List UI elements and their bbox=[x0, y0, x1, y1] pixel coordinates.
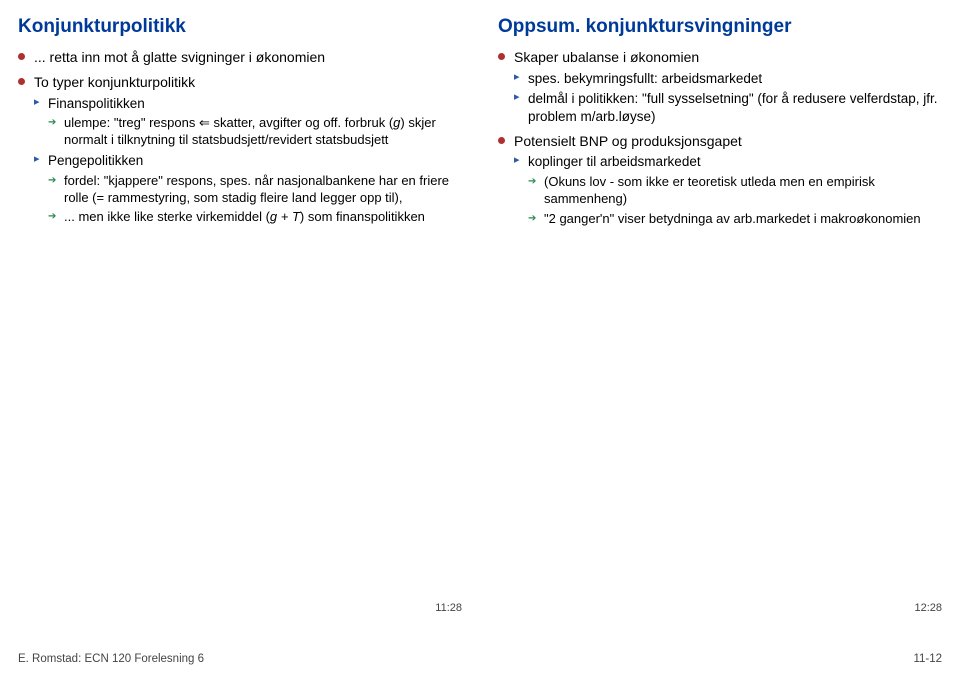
right-b2a: koplinger til arbeidsmarkedet (Okuns lov… bbox=[514, 153, 942, 227]
right-title: Oppsum. konjunktursvingninger bbox=[498, 16, 942, 38]
slide-right: Oppsum. konjunktursvingninger Skaper uba… bbox=[480, 0, 960, 620]
left-finans-ulempe: ulempe: "treg" respons ⇐ skatter, avgift… bbox=[48, 115, 462, 149]
left-finans-label: Finanspolitikken bbox=[48, 96, 145, 111]
penge-men: ... men ikke like sterke virkemiddel (g … bbox=[48, 209, 462, 226]
right-b2a-sub: (Okuns lov - som ikke er teoretisk utled… bbox=[528, 174, 942, 228]
right-b2a1: (Okuns lov - som ikke er teoretisk utled… bbox=[528, 174, 942, 208]
slide-container: Konjunkturpolitikk ... retta inn mot å g… bbox=[0, 0, 960, 620]
page-footer: E. Romstad: ECN 120 Forelesning 6 11-12 bbox=[0, 653, 960, 665]
right-b2a-text: koplinger til arbeidsmarkedet bbox=[528, 154, 701, 169]
right-b2: Potensielt BNP og produksjonsgapet kopli… bbox=[498, 132, 942, 228]
right-b1b: delmål i politikken: "full sysselsetning… bbox=[514, 90, 942, 125]
right-b2-sub: koplinger til arbeidsmarkedet (Okuns lov… bbox=[514, 153, 942, 227]
left-penge-sub: fordel: "kjappere" respons, spes. når na… bbox=[48, 173, 462, 227]
right-slide-number: 12:28 bbox=[914, 602, 942, 614]
right-b1: Skaper ubalanse i økonomien spes. bekymr… bbox=[498, 48, 942, 126]
footer-right: 11-12 bbox=[913, 653, 942, 665]
right-b1a: spes. bekymringsfullt: arbeidsmarkedet bbox=[514, 70, 942, 88]
right-b2-text: Potensielt BNP og produksjonsgapet bbox=[514, 133, 742, 149]
penge-men-post: ) som finanspolitikken bbox=[300, 209, 425, 224]
finans-ulempe-post: skatter, avgifter og off. forbruk ( bbox=[210, 115, 393, 130]
arrow-left-icon: ⇐ bbox=[199, 115, 210, 130]
left-slide-number: 11:28 bbox=[435, 602, 462, 614]
left-b2-text: To typer konjunkturpolitikk bbox=[34, 74, 195, 90]
penge-gt: g + T bbox=[270, 209, 300, 224]
finans-ulempe-pre: ulempe: "treg" respons bbox=[64, 115, 199, 130]
left-penge-label: Pengepolitikken bbox=[48, 153, 143, 168]
left-b2-sub: Finanspolitikken ulempe: "treg" respons … bbox=[34, 95, 462, 227]
right-b2a2: "2 ganger'n" viser betydninga av arb.mar… bbox=[528, 211, 942, 228]
left-list: ... retta inn mot å glatte svigninger i … bbox=[18, 48, 462, 226]
left-title: Konjunkturpolitikk bbox=[18, 16, 462, 38]
right-list: Skaper ubalanse i økonomien spes. bekymr… bbox=[498, 48, 942, 228]
left-finans: Finanspolitikken ulempe: "treg" respons … bbox=[34, 95, 462, 149]
right-b1-text: Skaper ubalanse i økonomien bbox=[514, 49, 699, 65]
left-finans-sub: ulempe: "treg" respons ⇐ skatter, avgift… bbox=[48, 115, 462, 149]
penge-men-pre: ... men ikke like sterke virkemiddel ( bbox=[64, 209, 270, 224]
slide-left: Konjunkturpolitikk ... retta inn mot å g… bbox=[0, 0, 480, 620]
footer-left: E. Romstad: ECN 120 Forelesning 6 bbox=[18, 653, 204, 665]
right-b1-sub: spes. bekymringsfullt: arbeidsmarkedet d… bbox=[514, 70, 942, 126]
left-penge: Pengepolitikken fordel: "kjappere" respo… bbox=[34, 152, 462, 226]
left-b2: To typer konjunkturpolitikk Finanspoliti… bbox=[18, 73, 462, 226]
penge-fordel: fordel: "kjappere" respons, spes. når na… bbox=[48, 173, 462, 207]
left-b1: ... retta inn mot å glatte svigninger i … bbox=[18, 48, 462, 67]
